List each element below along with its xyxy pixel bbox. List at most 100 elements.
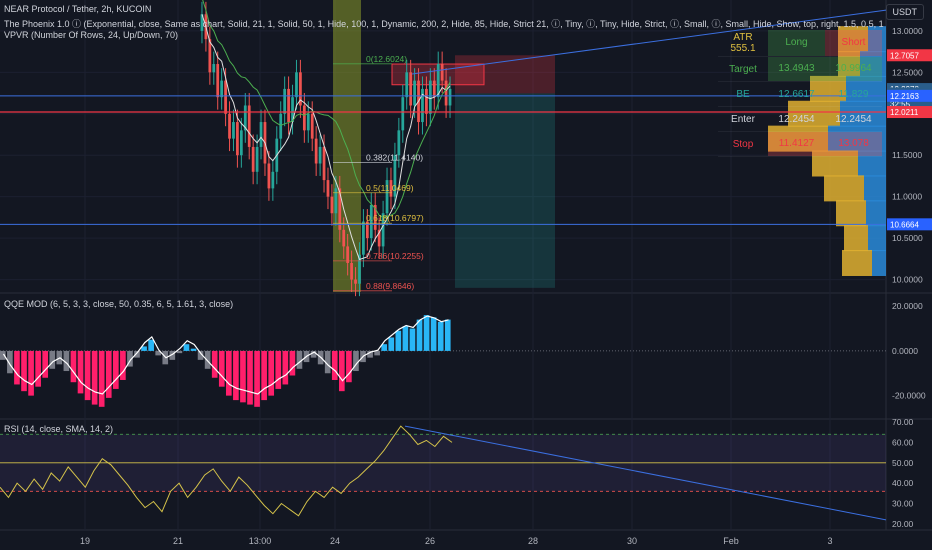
stop-long: 11.4127 bbox=[768, 132, 825, 156]
candle-body bbox=[302, 105, 306, 131]
candle-body bbox=[448, 88, 452, 106]
qqe-tick-label: -20.0000 bbox=[892, 391, 926, 401]
enter-label: Enter bbox=[731, 113, 755, 125]
currency-badge[interactable]: USDT bbox=[885, 4, 924, 20]
candle-body bbox=[432, 80, 436, 98]
vpvr-bar-up bbox=[866, 200, 886, 227]
stop-short: 13.078 bbox=[825, 132, 882, 156]
trend-line bbox=[411, 9, 887, 75]
ema-line bbox=[201, 14, 451, 261]
rsi-trend-line bbox=[404, 425, 887, 521]
candle-body bbox=[310, 113, 314, 139]
vpvr-bar-up bbox=[868, 225, 886, 252]
qqe-histogram-bar bbox=[331, 350, 338, 380]
qqe-histogram-bar bbox=[261, 350, 267, 401]
price-badge-label: 12.2163 bbox=[890, 92, 919, 101]
qqe-histogram-bar bbox=[84, 350, 91, 401]
candle-body bbox=[401, 97, 405, 131]
qqe-histogram-bar bbox=[233, 350, 239, 401]
candle-body bbox=[428, 80, 432, 114]
price-tick-label: 13.0000 bbox=[892, 26, 923, 36]
qqe-histogram-bar bbox=[324, 350, 331, 374]
candle-body bbox=[358, 254, 361, 284]
vpvr-bar-down bbox=[838, 26, 868, 53]
qqe-histogram-bar bbox=[35, 350, 41, 387]
qqe-histogram-bar bbox=[296, 350, 303, 369]
candle-body bbox=[330, 196, 334, 214]
rsi-legend: RSI (14, close, SMA, 14, 2) bbox=[4, 424, 114, 434]
candle-body bbox=[373, 204, 377, 230]
price-badge bbox=[887, 106, 932, 119]
vpvr-bar-down bbox=[812, 150, 858, 177]
rsi-line bbox=[0, 425, 453, 517]
qqe-histogram-bar bbox=[183, 344, 190, 351]
candle-body bbox=[362, 221, 365, 255]
atr-label: ATR bbox=[733, 32, 753, 43]
candle-body bbox=[267, 163, 271, 189]
volume-profile bbox=[768, 26, 886, 276]
symbol-title: NEAR Protocol / Tether, 2h, KUCOIN bbox=[4, 4, 152, 14]
candle-body bbox=[228, 113, 231, 139]
qqe-histogram-bar bbox=[148, 339, 154, 351]
qqe-histogram-bar bbox=[240, 350, 246, 403]
qqe-histogram-bar bbox=[247, 350, 253, 405]
time-tick-label: 13:00 bbox=[249, 536, 272, 546]
vpvr-bar-up bbox=[840, 100, 886, 127]
candle-body bbox=[436, 64, 440, 98]
candle-body bbox=[255, 146, 259, 172]
vpvr-bar-up bbox=[872, 249, 886, 276]
qqe-histogram-bar bbox=[444, 319, 451, 351]
qqe-histogram-bar bbox=[197, 350, 204, 360]
qqe-histogram-bar bbox=[42, 350, 49, 378]
fib-levels: 0(12.6024) 0.382(11.4140) 0.5(11.0469) 0.61… bbox=[333, 54, 424, 292]
qqe-histogram-bar bbox=[282, 350, 289, 385]
time-tick-label: Feb bbox=[723, 536, 739, 546]
candle-body bbox=[291, 97, 294, 123]
enter-short: 12.2454 bbox=[835, 113, 872, 125]
qqe-histogram-bar bbox=[0, 350, 6, 360]
time-tick-label: 24 bbox=[330, 536, 340, 546]
candle-body bbox=[389, 180, 393, 197]
candle-body bbox=[259, 122, 263, 147]
qqe-histogram-bar bbox=[367, 350, 373, 358]
qqe-histogram-bar bbox=[127, 350, 133, 367]
fib-label: 0.786(10.2255) bbox=[366, 251, 424, 261]
candle-body bbox=[342, 229, 346, 247]
candle-body bbox=[354, 279, 357, 284]
candle-body bbox=[247, 105, 251, 147]
candle-body bbox=[440, 64, 444, 81]
price-badge-label: 12.7057 bbox=[890, 51, 919, 60]
qqe-histogram-bar bbox=[98, 350, 105, 407]
qqe-pane bbox=[0, 315, 886, 407]
time-tick-label: 26 bbox=[425, 536, 435, 546]
qqe-histogram-bar bbox=[70, 350, 77, 383]
fib-highlight-zone bbox=[333, 0, 361, 292]
candle-body bbox=[405, 72, 409, 98]
rsi-tick-label: 30.00 bbox=[892, 499, 914, 509]
qqe-histogram-bar bbox=[120, 350, 126, 380]
be-long: 12.6617 bbox=[778, 88, 815, 100]
candle-body bbox=[334, 188, 338, 214]
be-label: BE bbox=[736, 88, 750, 100]
enter-long: 12.2454 bbox=[778, 113, 815, 125]
rsi-tick-label: 40.00 bbox=[892, 478, 914, 488]
time-tick-label: 21 bbox=[173, 536, 183, 546]
rsi-tick-label: 20.00 bbox=[892, 519, 914, 529]
qqe-histogram-bar bbox=[402, 326, 409, 351]
candle-body bbox=[306, 113, 310, 131]
qqe-histogram-bar bbox=[21, 350, 27, 392]
qqe-histogram-bar bbox=[226, 350, 232, 396]
vpvr-bar-up bbox=[864, 175, 886, 202]
qqe-histogram-bar bbox=[63, 350, 70, 372]
candle-body bbox=[251, 146, 255, 172]
candle-body bbox=[243, 105, 247, 131]
candle-body bbox=[283, 88, 287, 114]
qqe-histogram-bar bbox=[190, 348, 197, 351]
trade-table: ATR 555.1 Long Short Target 13.4943 10.9… bbox=[718, 30, 882, 157]
target-long: 13.4943 bbox=[768, 57, 825, 81]
qqe-histogram-bar bbox=[77, 350, 84, 394]
candle-body bbox=[413, 80, 416, 106]
candle-body bbox=[421, 88, 424, 123]
